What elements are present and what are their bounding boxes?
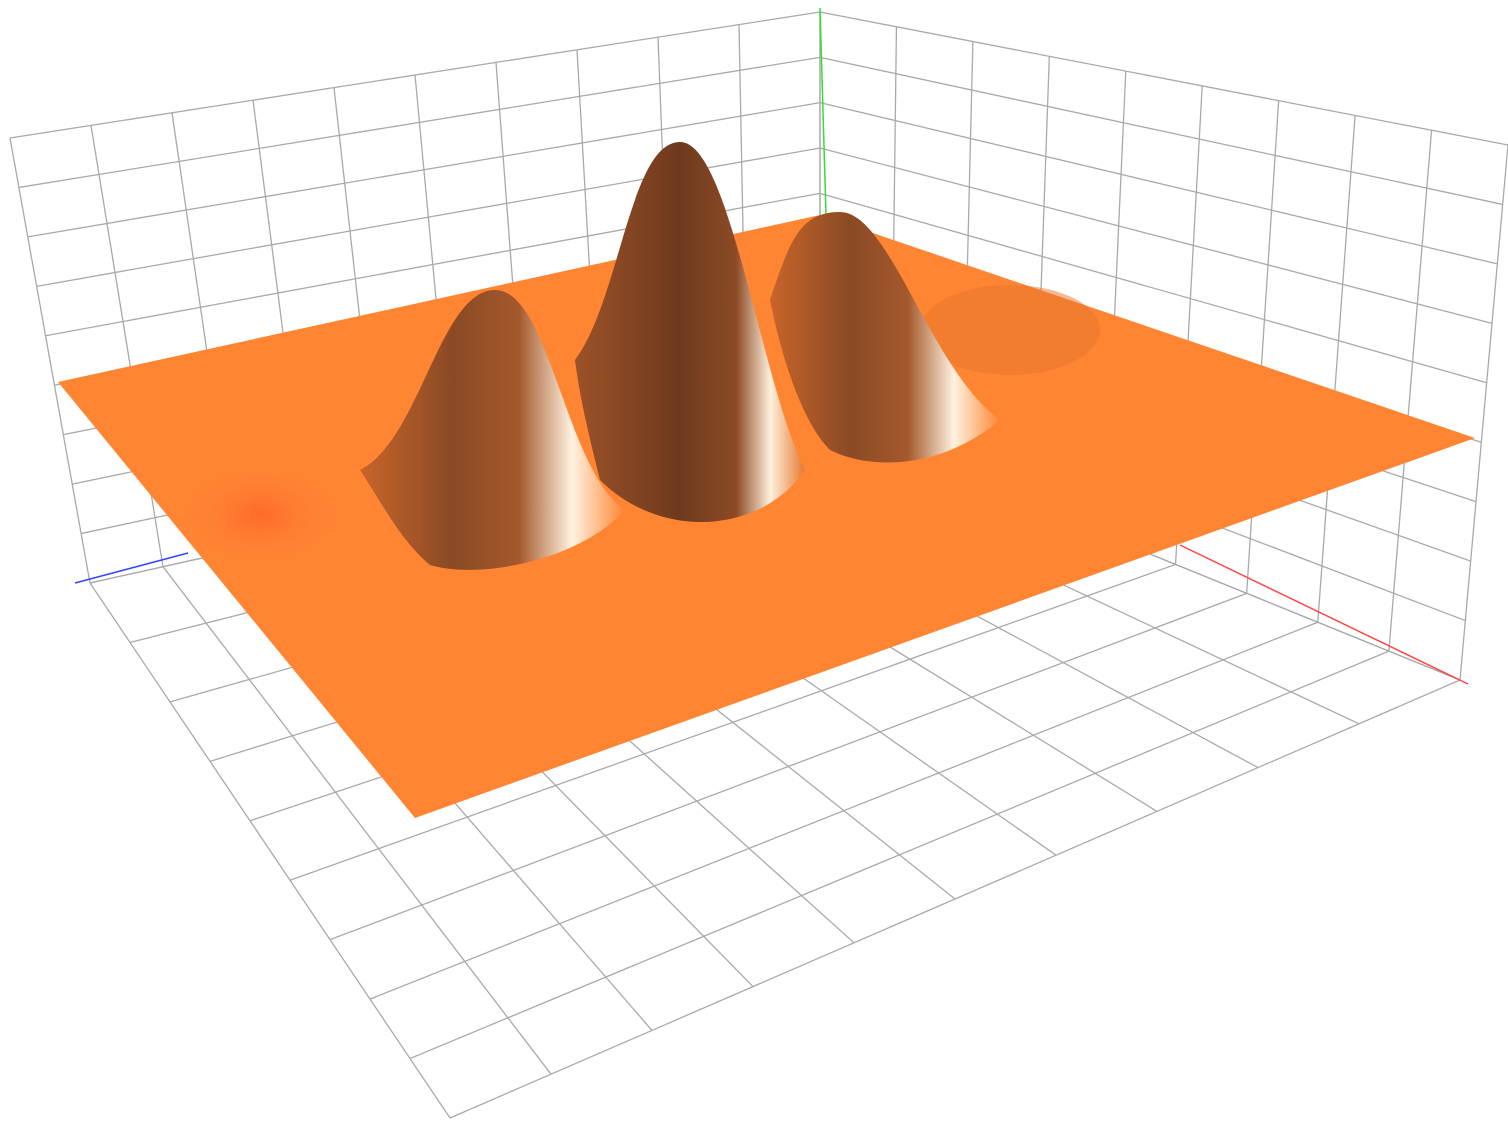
grid-line: [819, 147, 1493, 324]
grid-line: [1459, 144, 1508, 681]
grid-line: [9, 137, 91, 584]
grid-line: [819, 102, 1498, 265]
grid-line: [819, 56, 1503, 206]
surface-peak: [360, 290, 625, 570]
grid-line: [369, 621, 1319, 1000]
grid-line: [18, 56, 821, 189]
grid-line: [819, 192, 1487, 384]
grid-line: [449, 679, 1461, 1119]
grid-line: [289, 563, 1176, 881]
surface-dip: [170, 460, 350, 570]
grid-line: [162, 566, 552, 1075]
z-axis: [74, 552, 189, 584]
grid-line: [90, 125, 164, 567]
y-axis: [819, 7, 827, 216]
grid-line: [1388, 130, 1433, 652]
surface: [58, 142, 1475, 818]
x-axis: [1179, 544, 1469, 685]
grid-line: [1317, 115, 1356, 623]
grid-line: [1246, 100, 1280, 594]
grid-line: [27, 102, 821, 238]
surface-peak: [770, 212, 1000, 463]
grid-line: [409, 650, 1390, 1060]
surface-peak: [575, 142, 805, 523]
grid-line: [329, 592, 1247, 941]
grid-line: [9, 11, 821, 139]
surface-dip: [920, 285, 1100, 375]
grid-line: [89, 582, 451, 1119]
axes: [74, 7, 1469, 685]
surface-sheet: [58, 215, 1475, 818]
grid-line: [819, 11, 1508, 146]
